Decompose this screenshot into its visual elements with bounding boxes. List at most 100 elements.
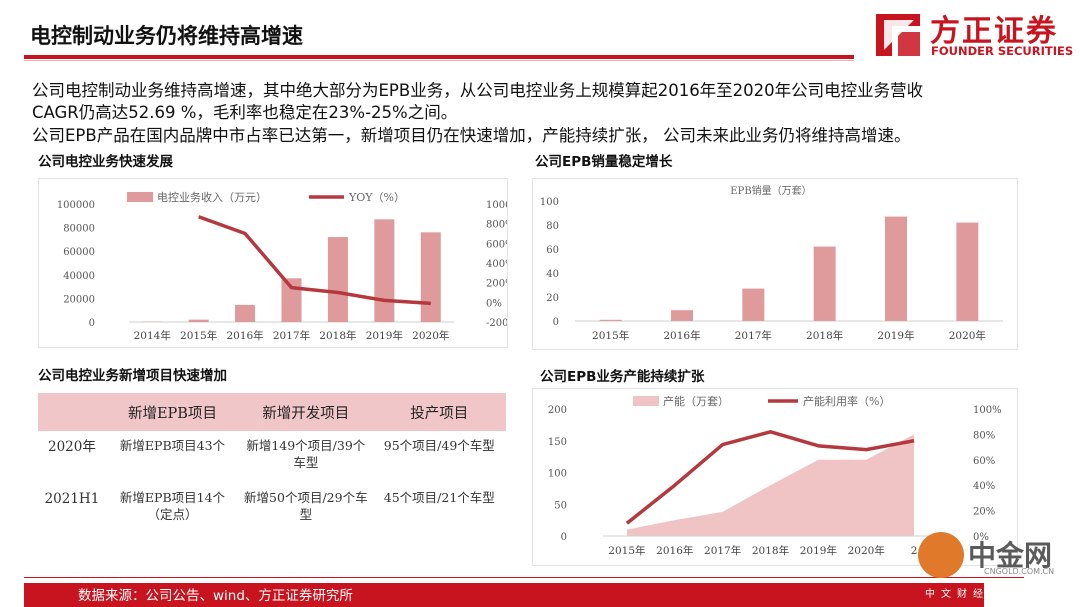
watermark-url: CNGOLD.COM.CN [984, 567, 1055, 576]
summary-line-3: 公司EPB产品在国内品牌中市占率已达第一，新增项目仍在快速增加，产能持续扩张， … [32, 126, 911, 145]
x-tick-label: 2019年 [800, 544, 837, 557]
y-tick-label: 0 [89, 318, 95, 329]
revenue-chart: 0 20000 40000 60000 80000 100000 -200% 0% 200% 40… [57, 190, 521, 342]
x-tick-label: 2015年 [592, 329, 629, 342]
y2-tick-label: -200% [486, 318, 507, 329]
y-tick-label: 100 [540, 197, 559, 208]
page-number: 17 [1040, 590, 1053, 601]
table-header-row: 新增EPB项目 新增开发项目 投产项目 [38, 393, 506, 431]
epb-sales-chart: 0 20 40 60 80 100 2015年 2016年 2017年 2018年 2019年 202… [540, 184, 1003, 342]
founder-logo-icon [876, 14, 920, 56]
section-title-capacity: 公司EPB业务产能持续扩张 [540, 369, 705, 385]
x-tick-label: 2018年 [319, 329, 356, 342]
table-cell-period: 2020年 [47, 439, 96, 455]
table-row: 2020年 新增EPB项目43个 新增149个项目/39个车型 95个项目/49… [38, 431, 506, 483]
x-tick-label: 2 [911, 545, 918, 557]
revenue-chart-panel: 0 20000 40000 60000 80000 100000 -200% 0% 200% 40… [38, 178, 521, 348]
bar [813, 246, 836, 321]
bar [235, 304, 256, 322]
legend-swatch-bar [127, 192, 153, 202]
legend-label: 电控业务收入（万元） [157, 190, 267, 204]
table-cell: 45个项目/21个车型 [383, 490, 495, 505]
y-tick-label: 40000 [63, 271, 95, 282]
x-tick-label: 2016年 [226, 329, 263, 342]
watermark-logo-icon [918, 532, 964, 578]
bar [374, 219, 395, 322]
table-cell-period: 2021H1 [44, 491, 100, 507]
x-tick-label: 2018年 [752, 544, 789, 557]
y2-tick-label: 80% [973, 430, 995, 441]
epb-sales-chart-panel: 0 20 40 60 80 100 2015年 2016年 2017年 2018年 2019年 202… [532, 178, 1018, 350]
y-tick-label: 60000 [63, 247, 95, 258]
yoy-line [198, 215, 431, 306]
logo-subtext: FOUNDER SECURITIES [931, 44, 1074, 58]
section-title-revenue: 公司电控业务快速发展 [38, 154, 173, 170]
table-header-cell: 投产项目 [372, 393, 506, 431]
y-tick-label: 20 [546, 293, 559, 304]
y-tick-label: 200 [548, 405, 567, 416]
table-cell: 新增EPB项目43个 [119, 438, 226, 453]
y2-tick-label: 600% [486, 239, 507, 250]
x-tick-label: 2017年 [273, 329, 310, 342]
y-tick-label: 150 [548, 437, 567, 448]
y-tick-label: 0 [561, 532, 567, 543]
bar [188, 319, 209, 322]
chart-title: EPB销量（万套） [730, 184, 811, 197]
y2-tick-label: 60% [973, 456, 995, 467]
bar [885, 216, 907, 321]
x-tick-label: 2019年 [877, 329, 914, 342]
y-tick-label: 0 [553, 317, 559, 328]
page-title: 电控制动业务仍将维持高增速 [30, 24, 303, 48]
x-tick-label: 2017年 [704, 544, 741, 557]
y2-tick-label: 0% [973, 532, 989, 543]
x-tick-label: 2014年 [134, 329, 171, 342]
y-tick-label: 60 [546, 245, 559, 256]
data-source-note: 数据来源：公司公告、wind、方正证券研究所 [78, 588, 353, 604]
table-cell: 新增149个项目/39个车型 [246, 438, 366, 470]
x-tick-label: 2015年 [180, 329, 217, 342]
y2-tick-label: 200% [486, 279, 507, 290]
y-tick-label: 50 [554, 500, 567, 511]
x-tick-label: 2016年 [663, 329, 700, 342]
watermark-name: 中金网 [968, 539, 1053, 572]
y2-tick-label: 400% [486, 259, 507, 270]
x-tick-label: 2018年 [806, 329, 843, 342]
title-underline-thin [24, 60, 854, 61]
summary-line-2: CAGR仍高达52.69 %，毛利率也稳定在23%-25%之间。 [32, 103, 458, 122]
utilization-line [625, 430, 915, 525]
bar [956, 222, 979, 321]
bar [327, 237, 348, 322]
legend-swatch-area [633, 396, 659, 406]
y-tick-label: 20000 [63, 294, 95, 305]
table-cell: 95个项目/49个车型 [383, 438, 495, 453]
table-header-cell: 新增开发项目 [239, 393, 373, 431]
legend-label: 产能（万套） [663, 394, 729, 408]
summary-line-1: 公司电控制动业务维持高增速，其中绝大部分为EPB业务，从公司电控业务上规模算起2… [32, 81, 924, 100]
legend-label: YOY（%） [348, 191, 405, 204]
section-title-epb-sales: 公司EPB销量稳定增长 [535, 154, 673, 170]
footer-rule [24, 577, 1024, 578]
x-tick-label: 2019年 [366, 329, 403, 342]
y-tick-label: 40 [546, 269, 559, 280]
table-cell: 新增EPB项目14个（定点） [119, 490, 226, 522]
x-tick-label: 2016年 [656, 544, 693, 557]
projects-table: 新增EPB项目 新增开发项目 投产项目 2020年 新增EPB项目43个 新增1… [38, 393, 506, 535]
logo-text: 方正证券 [930, 14, 1058, 49]
bar [742, 288, 765, 321]
x-tick-label: 2015年 [608, 544, 645, 557]
y2-tick-label: 1000% [486, 200, 507, 211]
bar [671, 310, 693, 321]
bar [420, 232, 441, 322]
legend-label: 产能利用率（%） [803, 394, 890, 408]
y-tick-label: 100 [548, 469, 567, 480]
section-title-projects: 公司电控业务新增项目快速增加 [38, 368, 227, 384]
y2-tick-label: 0% [486, 298, 502, 309]
table-header-cell [38, 393, 106, 431]
watermark-subtitle: 中文财经新媒体 [925, 589, 1037, 600]
y-tick-label: 80 [546, 221, 559, 232]
y2-tick-label: 100% [973, 405, 1002, 416]
x-tick-label: 2020年 [848, 544, 885, 557]
y-tick-label: 80000 [63, 224, 95, 235]
capacity-area [626, 434, 915, 536]
x-tick-label: 2017年 [735, 329, 772, 342]
